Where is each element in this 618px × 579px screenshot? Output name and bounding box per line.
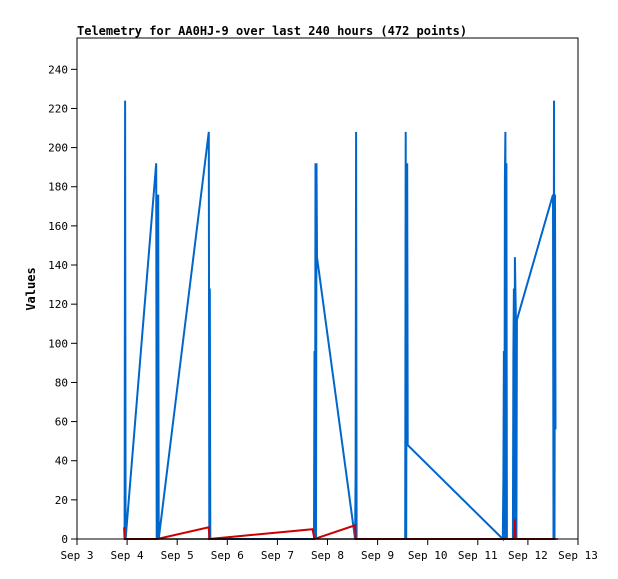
- x-tick-label: Sep 10: [408, 549, 448, 562]
- x-axis-ticks: Sep 3 Sep 4 Sep 5 Sep 6 Sep 7 Sep 8 Sep 9 Sep 1…: [60, 539, 598, 562]
- y-tick-label: 220: [48, 102, 68, 115]
- series-layer: [123, 100, 558, 542]
- y-tick-label: 200: [48, 142, 68, 155]
- x-tick-label: Sep 7: [261, 549, 294, 562]
- x-tick-label: Sep 3: [60, 549, 93, 562]
- y-axis-label: Values: [24, 267, 38, 310]
- x-tick-label: Sep 11: [458, 549, 498, 562]
- x-tick-label: Sep 4: [111, 549, 144, 562]
- y-tick-label: 80: [55, 376, 68, 389]
- series-line-2: [123, 519, 556, 541]
- y-tick-label: 240: [48, 63, 68, 76]
- y-tick-label: 180: [48, 181, 68, 194]
- y-tick-label: 0: [61, 533, 68, 546]
- chart-title: Telemetry for AA0HJ-9 over last 240 hour…: [77, 24, 467, 38]
- x-tick-label: Sep 12: [508, 549, 548, 562]
- y-tick-label: 100: [48, 337, 68, 350]
- y-axis-ticks: 0 20 40 60 80 100 120 140 160 180 200 220 240: [48, 63, 77, 546]
- y-tick-label: 140: [48, 259, 68, 272]
- x-tick-label: Sep 5: [161, 549, 194, 562]
- x-tick-label: Sep 8: [311, 549, 344, 562]
- y-tick-label: 120: [48, 298, 68, 311]
- y-tick-label: 40: [55, 455, 68, 468]
- x-tick-label: Sep 6: [211, 549, 244, 562]
- y-tick-label: 20: [55, 494, 68, 507]
- x-tick-label: Sep 9: [361, 549, 394, 562]
- y-tick-label: 60: [55, 416, 68, 429]
- y-tick-label: 160: [48, 220, 68, 233]
- series-line-1: [123, 100, 557, 542]
- x-tick-label: Sep 13: [558, 549, 598, 562]
